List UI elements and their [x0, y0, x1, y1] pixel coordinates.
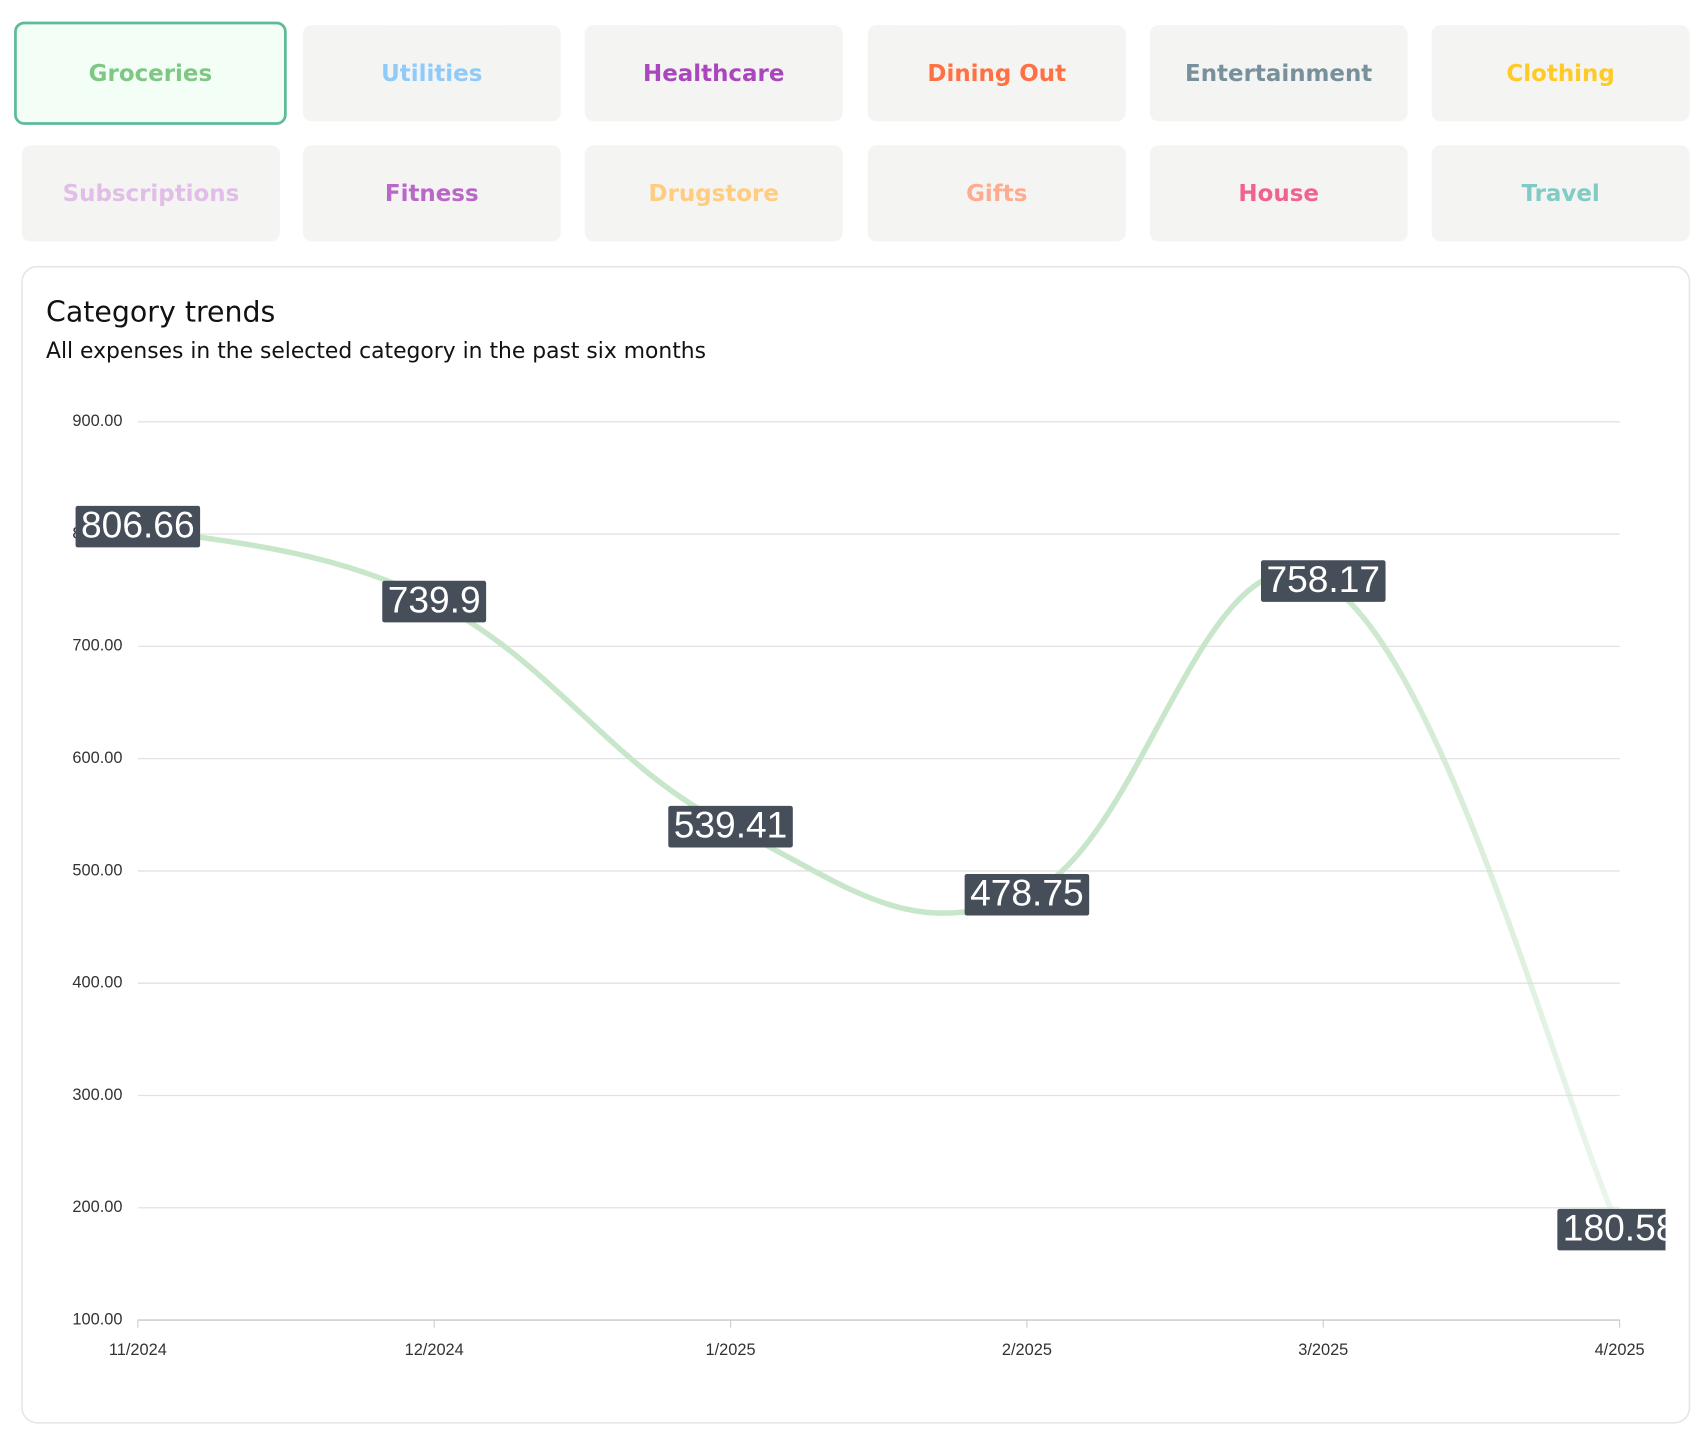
value-label: 539.41 — [668, 804, 793, 848]
button-bg[interactable] — [1431, 25, 1690, 122]
button-bg[interactable] — [22, 145, 280, 242]
value-label-bg — [668, 805, 793, 848]
category-button[interactable]: House — [1149, 145, 1408, 242]
value-label-bg — [1557, 1208, 1666, 1251]
y-tick-label: 600.00 — [72, 749, 122, 767]
y-tick-label: 200.00 — [72, 1198, 122, 1216]
x-tick-label: 2/2025 — [1002, 1341, 1052, 1359]
button-bg[interactable] — [14, 21, 287, 125]
button-bg[interactable] — [1149, 145, 1408, 242]
category-button[interactable]: Gifts — [867, 145, 1126, 242]
value-label: 478.75 — [964, 872, 1090, 916]
x-tick-label: 4/2025 — [1595, 1341, 1645, 1359]
button-label[interactable]: Subscriptions — [63, 181, 240, 207]
category-button[interactable]: Clothing — [1431, 25, 1690, 122]
button-label[interactable]: Groceries — [89, 61, 212, 87]
button-label[interactable]: Clothing — [1506, 61, 1614, 87]
value-label: 806.66 — [75, 504, 201, 548]
category-button[interactable]: Drugstore — [584, 145, 843, 242]
button-label[interactable]: House — [1238, 181, 1319, 207]
y-tick-label: 400.00 — [72, 974, 122, 992]
x-tick-label: 12/2024 — [405, 1341, 464, 1359]
button-bg[interactable] — [1149, 25, 1408, 122]
value-label-text: 478.75 — [970, 872, 1084, 914]
button-bg[interactable] — [584, 145, 843, 242]
value-label-bg — [1260, 560, 1386, 602]
value-label: 180.58 — [1557, 1206, 1677, 1251]
value-label: 758.17 — [1260, 558, 1386, 602]
category-button[interactable]: Utilities — [302, 25, 561, 122]
y-tick-label: 900.00 — [72, 412, 122, 430]
y-tick-label: 500.00 — [72, 861, 122, 879]
value-label-text: 739.9 — [388, 578, 481, 620]
value-label-bg — [964, 874, 1090, 916]
y-tick-label: 300.00 — [72, 1086, 122, 1104]
category-buttons: Groceries Utilities Healthcare Dining Out En… — [14, 21, 1690, 242]
x-tick-label: 1/2025 — [706, 1341, 756, 1359]
category-button[interactable]: Dining Out — [867, 25, 1126, 122]
button-bg[interactable] — [1431, 145, 1690, 242]
button-bg[interactable] — [302, 25, 561, 122]
value-label-text: 539.41 — [674, 804, 788, 846]
button-label[interactable]: Drugstore — [649, 181, 779, 207]
plot: 100.00 200.00 300.00 400.00 500.00 600.00 700.… — [72, 412, 1677, 1359]
value-label-text: 180.58 — [1563, 1206, 1677, 1248]
category-button[interactable]: Travel — [1431, 145, 1690, 242]
x-tick-label: 11/2024 — [109, 1341, 167, 1359]
button-bg[interactable] — [867, 145, 1126, 242]
category-button[interactable]: Healthcare — [584, 25, 843, 122]
value-label-bg — [382, 580, 487, 623]
button-bg[interactable] — [867, 25, 1126, 122]
value-label-bg — [75, 505, 201, 548]
button-label[interactable]: Travel — [1521, 181, 1599, 207]
value-label: 739.9 — [382, 578, 487, 623]
button-label[interactable]: Fitness — [385, 181, 479, 207]
button-label[interactable]: Dining Out — [927, 61, 1066, 87]
button-label[interactable]: Entertainment — [1185, 61, 1372, 87]
button-label[interactable]: Gifts — [966, 181, 1027, 207]
chart-title: Category trends — [46, 296, 275, 329]
category-button[interactable]: Subscriptions — [22, 145, 280, 242]
button-bg[interactable] — [584, 25, 843, 122]
category-button[interactable]: Entertainment — [1149, 25, 1408, 122]
value-label-text: 758.17 — [1266, 558, 1380, 600]
chart-card — [21, 265, 1691, 1424]
y-tick-label: 700.00 — [72, 637, 122, 655]
button-bg[interactable] — [302, 145, 561, 242]
y-tick-label: 100.00 — [72, 1310, 122, 1328]
x-tick-label: 3/2025 — [1298, 1341, 1348, 1359]
category-button[interactable]: Groceries — [14, 21, 287, 125]
chart-subtitle: All expenses in the selected category in… — [46, 339, 706, 364]
button-label[interactable]: Healthcare — [643, 61, 784, 87]
value-label-text: 806.66 — [81, 504, 195, 546]
category-button[interactable]: Fitness — [302, 145, 561, 242]
button-label[interactable]: Utilities — [381, 61, 482, 87]
